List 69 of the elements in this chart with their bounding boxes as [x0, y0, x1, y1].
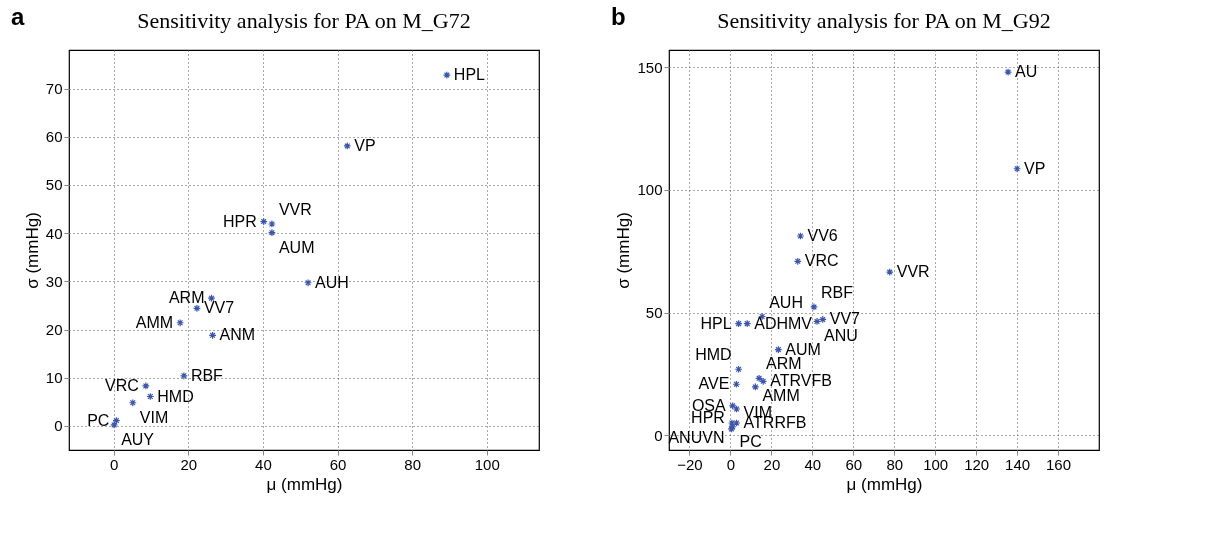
annotation: ANU	[824, 327, 858, 345]
x-tick-label: 60	[329, 455, 347, 473]
y-tick-label: 70	[45, 80, 63, 98]
annotation: AUY	[121, 430, 155, 448]
chart-title: Sensitivity analysis for PA on M_G92	[717, 8, 1051, 33]
y-tick-label: 60	[45, 128, 63, 146]
x-tick-label: 120	[964, 455, 990, 473]
annotation: AU	[1015, 63, 1038, 81]
annotation: VV7	[203, 299, 235, 317]
chart-title: Sensitivity analysis for PA on M_G72	[137, 8, 471, 33]
x-tick-label: 80	[404, 455, 422, 473]
y-tick-label: 100	[637, 181, 663, 199]
annotation: RBF	[190, 366, 224, 384]
y-tick-label: 50	[645, 304, 663, 322]
y-tick-label: 50	[45, 176, 63, 194]
annotation: HPL	[700, 314, 732, 332]
x-axis-title: μ (mmHg)	[846, 474, 923, 494]
annotation: HPL	[453, 66, 486, 84]
annotation: VRC	[105, 376, 139, 394]
annotation: ARM	[168, 289, 205, 307]
annotation: AMM	[135, 313, 174, 331]
annotation: AVE	[698, 375, 730, 393]
x-tick-label: 140	[1005, 455, 1031, 473]
annotation: VP	[1024, 159, 1046, 177]
annotation: HPR	[691, 409, 725, 427]
x-tick-label: 40	[255, 455, 272, 473]
annotation: HMD	[157, 387, 194, 405]
x-tick-label: 100	[474, 455, 500, 473]
y-tick-label: 20	[45, 321, 63, 339]
annotation: VIM	[139, 408, 169, 426]
y-axis-title: σ (mmHg)	[22, 212, 42, 289]
annotation: VVR	[278, 200, 312, 218]
y-axis-title: σ (mmHg)	[614, 212, 634, 289]
annotation: HPR	[222, 212, 257, 230]
annotation: ANM	[219, 326, 256, 344]
annotation: VV7	[829, 310, 861, 328]
annotation: VP	[354, 136, 376, 154]
annotation: VVR	[896, 263, 930, 281]
y-tick-label: 30	[45, 272, 63, 290]
x-axis-title: μ (mmHg)	[266, 474, 343, 494]
y-tick-label: 0	[54, 417, 63, 435]
annotation: AUM	[278, 238, 315, 256]
annotation: RBF	[820, 283, 854, 301]
y-tick-label: 0	[654, 426, 663, 444]
x-tick-label: 100	[923, 455, 949, 473]
annotation: AUH	[315, 273, 349, 291]
text: a	[11, 3, 25, 30]
annotation: PC	[87, 411, 110, 429]
x-tick-label: 40	[804, 455, 822, 473]
y-tick-label: 10	[45, 369, 63, 387]
y-tick-label: 150	[637, 58, 663, 76]
x-tick-label: 60	[845, 455, 863, 473]
x-tick-label: 0	[110, 455, 119, 473]
x-tick-label: 160	[1046, 455, 1072, 473]
annotation: ARM	[766, 355, 802, 373]
annotation: ADHMV	[754, 314, 813, 332]
text: b	[611, 3, 626, 30]
x-tick-label: −20	[677, 455, 703, 473]
annotation: AUH	[769, 293, 803, 311]
annotation: VV6	[807, 227, 838, 245]
annotation: VRC	[804, 252, 839, 270]
annotation: AUM	[785, 340, 821, 358]
y-tick-label: 40	[45, 224, 63, 242]
annotation: PC	[739, 432, 762, 450]
x-tick-label: 80	[886, 455, 904, 473]
annotation: HMD	[695, 346, 732, 364]
x-tick-label: 20	[180, 455, 198, 473]
x-tick-label: 0	[726, 455, 736, 473]
x-tick-label: 20	[763, 455, 781, 473]
